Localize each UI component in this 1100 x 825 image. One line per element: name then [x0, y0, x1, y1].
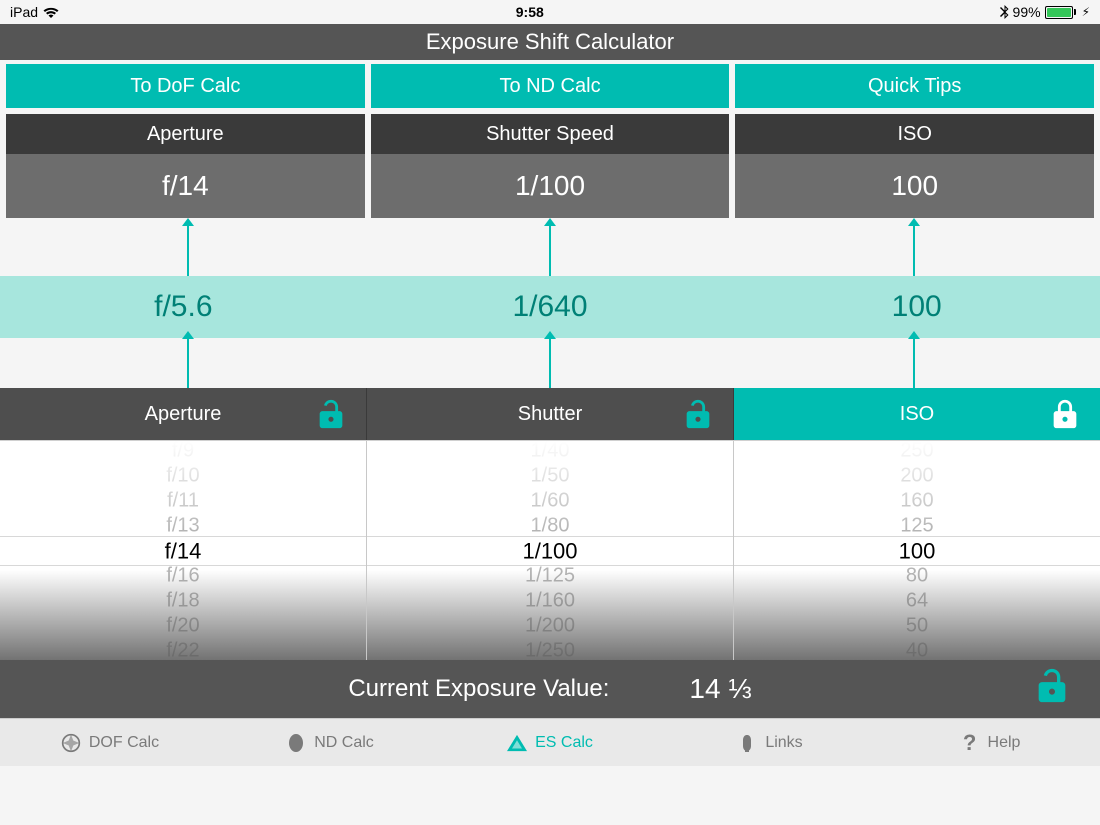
picker-aperture[interactable]: f/9f/10f/11f/13f/14f/16f/18f/20f/22 — [0, 441, 366, 660]
picker-head-label: Aperture — [145, 403, 222, 426]
unlock-icon — [314, 397, 348, 431]
picker-item[interactable]: f/9 — [172, 441, 194, 463]
tab-bar: DOF Calc ND Calc ES Calc Links ? Help — [0, 718, 1100, 766]
result-aperture: f/5.6 — [0, 276, 367, 338]
picker-item[interactable]: 100 — [899, 538, 936, 563]
tab-label: Links — [765, 734, 802, 752]
ev-bar: Current Exposure Value: 14 ⅓ — [0, 660, 1100, 718]
arrow-up-icon — [913, 338, 915, 388]
flow-area: f/5.6 1/640 100 — [0, 218, 1100, 388]
picker-item[interactable]: f/10 — [166, 463, 199, 488]
picker-item[interactable]: 50 — [906, 613, 928, 638]
nav-tab-dof[interactable]: To DoF Calc — [6, 64, 365, 108]
picker-shutter[interactable]: 1/401/501/601/801/1001/1251/1601/2001/25… — [366, 441, 733, 660]
device-label: iPad — [10, 4, 38, 20]
picker-item[interactable]: 1/80 — [531, 513, 570, 538]
picker-item[interactable]: 80 — [906, 563, 928, 588]
iso-header: ISO — [735, 114, 1094, 154]
picker-item[interactable]: 160 — [900, 488, 933, 513]
pickers: f/9f/10f/11f/13f/14f/16f/18f/20f/22 1/40… — [0, 440, 1100, 660]
picker-head-label: ISO — [900, 403, 934, 426]
battery-pct: 99% — [1013, 4, 1041, 20]
picker-item[interactable]: 1/250 — [525, 638, 575, 660]
picker-item[interactable]: 64 — [906, 588, 928, 613]
nav-tabs: To DoF Calc To ND Calc Quick Tips — [0, 64, 1100, 108]
arrow-up-icon — [187, 225, 189, 276]
unlock-icon[interactable] — [1032, 666, 1072, 713]
nav-tab-nd[interactable]: To ND Calc — [371, 64, 730, 108]
tab-dof-calc[interactable]: DOF Calc — [0, 719, 220, 766]
bluetooth-icon — [1000, 5, 1009, 20]
wifi-icon — [42, 6, 60, 19]
picker-head-aperture[interactable]: Aperture — [0, 388, 366, 440]
unlock-icon — [681, 397, 715, 431]
picker-item[interactable]: f/20 — [166, 613, 199, 638]
arrow-up-icon — [549, 338, 551, 388]
shutter-value: 1/100 — [371, 154, 730, 218]
shutter-header: Shutter Speed — [371, 114, 730, 154]
aperture-value: f/14 — [6, 154, 365, 218]
picker-item[interactable]: 250 — [900, 441, 933, 463]
picker-item[interactable]: f/13 — [166, 513, 199, 538]
ev-value: 14 ⅓ — [689, 673, 751, 705]
tab-links[interactable]: Links — [660, 719, 880, 766]
input-columns: Aperture f/14 Shutter Speed 1/100 ISO 10… — [0, 114, 1100, 218]
links-icon — [737, 733, 757, 753]
tab-help[interactable]: ? Help — [880, 719, 1100, 766]
aperture-header: Aperture — [6, 114, 365, 154]
result-iso: 100 — [733, 276, 1100, 338]
picker-headers: Aperture Shutter ISO — [0, 388, 1100, 440]
exposure-icon — [507, 733, 527, 753]
tab-label: ND Calc — [314, 734, 374, 752]
result-shutter: 1/640 — [367, 276, 734, 338]
arrow-up-icon — [187, 338, 189, 388]
picker-item[interactable]: 1/60 — [531, 488, 570, 513]
tab-nd-calc[interactable]: ND Calc — [220, 719, 440, 766]
picker-item[interactable]: f/18 — [166, 588, 199, 613]
status-bar: iPad 9:58 99% ⚡︎ — [0, 0, 1100, 24]
picker-item[interactable]: 200 — [900, 463, 933, 488]
ev-label: Current Exposure Value: — [348, 675, 609, 703]
tab-label: DOF Calc — [89, 734, 159, 752]
picker-item[interactable]: 125 — [900, 513, 933, 538]
help-icon: ? — [960, 733, 980, 753]
picker-head-shutter[interactable]: Shutter — [367, 388, 733, 440]
filter-icon — [286, 733, 306, 753]
picker-item[interactable]: 40 — [906, 638, 928, 660]
picker-head-label: Shutter — [518, 403, 582, 426]
picker-item[interactable]: 1/50 — [531, 463, 570, 488]
arrow-up-icon — [549, 225, 551, 276]
picker-item[interactable]: 1/100 — [522, 538, 577, 563]
nav-tab-tips[interactable]: Quick Tips — [735, 64, 1094, 108]
charging-icon: ⚡︎ — [1082, 5, 1090, 19]
aperture-icon — [61, 733, 81, 753]
picker-item[interactable]: 1/125 — [525, 563, 575, 588]
picker-item[interactable]: 1/160 — [525, 588, 575, 613]
tab-es-calc[interactable]: ES Calc — [440, 719, 660, 766]
picker-item[interactable]: f/14 — [165, 538, 202, 563]
result-band: f/5.6 1/640 100 — [0, 276, 1100, 338]
picker-item[interactable]: 1/200 — [525, 613, 575, 638]
arrow-up-icon — [913, 225, 915, 276]
picker-item[interactable]: f/11 — [167, 488, 199, 513]
tab-label: ES Calc — [535, 734, 593, 752]
tab-label: Help — [988, 734, 1021, 752]
battery-icon — [1045, 6, 1076, 19]
picker-item[interactable]: f/22 — [166, 638, 199, 660]
picker-iso[interactable]: 25020016012510080645040 — [733, 441, 1100, 660]
lock-icon — [1048, 397, 1082, 431]
picker-item[interactable]: 1/40 — [531, 441, 570, 463]
picker-item[interactable]: f/16 — [166, 563, 199, 588]
picker-head-iso[interactable]: ISO — [734, 388, 1100, 440]
page-title: Exposure Shift Calculator — [0, 24, 1100, 60]
iso-value: 100 — [735, 154, 1094, 218]
clock: 9:58 — [516, 4, 544, 20]
